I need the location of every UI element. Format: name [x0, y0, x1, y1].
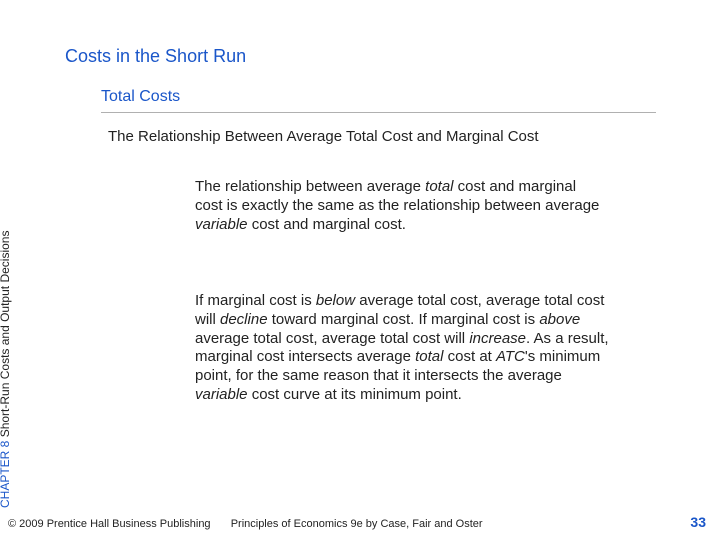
section-heading: Total Costs	[101, 88, 180, 106]
sidebar-chapter-label: CHAPTER 8 Short-Run Costs and Output Dec…	[0, 231, 12, 508]
footer: © 2009 Prentice Hall Business Publishing…	[8, 518, 483, 530]
page-number: 33	[690, 514, 706, 530]
paragraph-2: If marginal cost is below average total …	[195, 292, 615, 405]
sidebar-chapter-title: Short-Run Costs and Output Decisions	[0, 231, 12, 438]
divider-line	[101, 112, 656, 113]
slide: Costs in the Short Run Total Costs The R…	[0, 0, 720, 540]
sidebar-chapter-number: CHAPTER 8	[0, 441, 12, 508]
paragraph-1: The relationship between average total c…	[195, 178, 605, 234]
subheading: The Relationship Between Average Total C…	[108, 128, 539, 145]
footer-copyright: © 2009 Prentice Hall Business Publishing	[8, 518, 211, 530]
slide-title: Costs in the Short Run	[65, 46, 246, 67]
footer-book: Principles of Economics 9e by Case, Fair…	[231, 518, 483, 530]
